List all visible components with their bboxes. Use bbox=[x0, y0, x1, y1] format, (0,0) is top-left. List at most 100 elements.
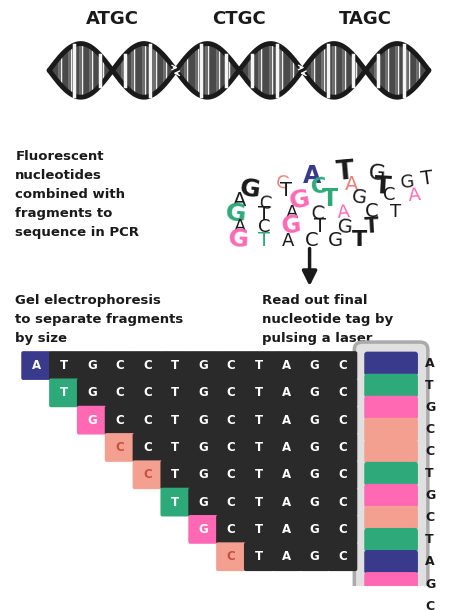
Text: C: C bbox=[338, 441, 347, 454]
FancyBboxPatch shape bbox=[161, 488, 190, 517]
Text: T: T bbox=[352, 230, 367, 250]
Text: C: C bbox=[338, 386, 347, 400]
Text: C: C bbox=[338, 359, 347, 372]
FancyBboxPatch shape bbox=[49, 351, 79, 380]
Text: C: C bbox=[143, 386, 152, 400]
FancyBboxPatch shape bbox=[244, 351, 274, 380]
FancyBboxPatch shape bbox=[300, 488, 329, 517]
FancyBboxPatch shape bbox=[364, 396, 418, 420]
FancyBboxPatch shape bbox=[133, 378, 163, 407]
FancyBboxPatch shape bbox=[133, 461, 163, 489]
Text: C: C bbox=[274, 173, 290, 193]
FancyBboxPatch shape bbox=[188, 433, 218, 462]
FancyBboxPatch shape bbox=[216, 542, 246, 571]
Text: T: T bbox=[255, 468, 263, 481]
FancyBboxPatch shape bbox=[364, 528, 418, 552]
FancyBboxPatch shape bbox=[216, 461, 246, 489]
Text: G: G bbox=[87, 414, 97, 426]
FancyBboxPatch shape bbox=[328, 406, 357, 434]
FancyBboxPatch shape bbox=[244, 542, 274, 571]
Text: Fluorescent
nucleotides
combined with
fragments to
sequence in PCR: Fluorescent nucleotides combined with fr… bbox=[15, 150, 139, 239]
Text: C: C bbox=[259, 194, 273, 213]
Text: C: C bbox=[227, 386, 236, 400]
Text: C: C bbox=[365, 202, 378, 221]
Text: T: T bbox=[171, 495, 180, 509]
FancyBboxPatch shape bbox=[133, 351, 163, 380]
Text: C: C bbox=[338, 550, 347, 563]
FancyBboxPatch shape bbox=[216, 488, 246, 517]
Text: G: G bbox=[399, 173, 415, 192]
FancyBboxPatch shape bbox=[300, 542, 329, 571]
FancyBboxPatch shape bbox=[244, 378, 274, 407]
Text: C: C bbox=[143, 468, 152, 481]
Text: A: A bbox=[345, 174, 358, 194]
FancyBboxPatch shape bbox=[300, 378, 329, 407]
FancyBboxPatch shape bbox=[300, 461, 329, 489]
FancyBboxPatch shape bbox=[244, 433, 274, 462]
FancyBboxPatch shape bbox=[328, 515, 357, 544]
FancyBboxPatch shape bbox=[364, 418, 418, 442]
Text: G: G bbox=[310, 441, 319, 454]
Text: A: A bbox=[285, 204, 298, 223]
Text: A: A bbox=[282, 495, 291, 509]
FancyBboxPatch shape bbox=[364, 506, 418, 530]
Text: C: C bbox=[338, 468, 347, 481]
FancyBboxPatch shape bbox=[216, 378, 246, 407]
Text: A: A bbox=[425, 357, 435, 370]
Text: TAGC: TAGC bbox=[339, 10, 392, 27]
Text: T: T bbox=[425, 467, 434, 480]
FancyBboxPatch shape bbox=[21, 351, 51, 380]
FancyBboxPatch shape bbox=[300, 406, 329, 434]
Text: T: T bbox=[374, 174, 392, 199]
Text: G: G bbox=[87, 386, 97, 400]
FancyBboxPatch shape bbox=[300, 515, 329, 544]
Text: T: T bbox=[258, 205, 270, 224]
Text: C: C bbox=[425, 445, 434, 458]
FancyBboxPatch shape bbox=[364, 550, 418, 574]
Text: C: C bbox=[115, 441, 124, 454]
Text: C: C bbox=[338, 523, 347, 536]
Text: ATGC: ATGC bbox=[86, 10, 139, 27]
Text: T: T bbox=[255, 523, 263, 536]
Text: G: G bbox=[198, 414, 208, 426]
Text: T: T bbox=[390, 203, 401, 221]
Text: G: G bbox=[198, 523, 208, 536]
Text: T: T bbox=[171, 386, 180, 400]
FancyBboxPatch shape bbox=[364, 572, 418, 596]
Text: C: C bbox=[227, 550, 236, 563]
Text: G: G bbox=[198, 468, 208, 481]
FancyBboxPatch shape bbox=[161, 461, 190, 489]
Text: C: C bbox=[425, 511, 434, 525]
Text: C: C bbox=[143, 441, 152, 454]
Text: T: T bbox=[425, 379, 434, 392]
FancyBboxPatch shape bbox=[133, 406, 163, 434]
Text: C: C bbox=[227, 495, 236, 509]
Text: G: G bbox=[425, 401, 435, 414]
Text: T: T bbox=[425, 533, 434, 547]
Text: T: T bbox=[171, 468, 180, 481]
FancyBboxPatch shape bbox=[244, 515, 274, 544]
FancyBboxPatch shape bbox=[77, 406, 107, 434]
Text: G: G bbox=[310, 386, 319, 400]
FancyBboxPatch shape bbox=[216, 433, 246, 462]
Text: G: G bbox=[310, 359, 319, 372]
Text: G: G bbox=[225, 201, 247, 226]
Text: Gel electrophoresis
to separate fragments
by size: Gel electrophoresis to separate fragment… bbox=[15, 293, 183, 345]
Text: C: C bbox=[305, 231, 319, 249]
FancyBboxPatch shape bbox=[364, 351, 418, 376]
Text: A: A bbox=[425, 556, 435, 569]
FancyBboxPatch shape bbox=[216, 406, 246, 434]
Text: T: T bbox=[60, 359, 68, 372]
Text: G: G bbox=[310, 495, 319, 509]
FancyBboxPatch shape bbox=[188, 515, 218, 544]
FancyBboxPatch shape bbox=[216, 515, 246, 544]
Text: A: A bbox=[282, 359, 291, 372]
Text: G: G bbox=[198, 441, 208, 454]
FancyBboxPatch shape bbox=[364, 484, 418, 508]
Text: G: G bbox=[310, 468, 319, 481]
FancyBboxPatch shape bbox=[188, 378, 218, 407]
FancyBboxPatch shape bbox=[49, 378, 79, 407]
Text: CTGC: CTGC bbox=[212, 10, 266, 27]
FancyBboxPatch shape bbox=[77, 378, 107, 407]
Text: T: T bbox=[419, 168, 434, 189]
